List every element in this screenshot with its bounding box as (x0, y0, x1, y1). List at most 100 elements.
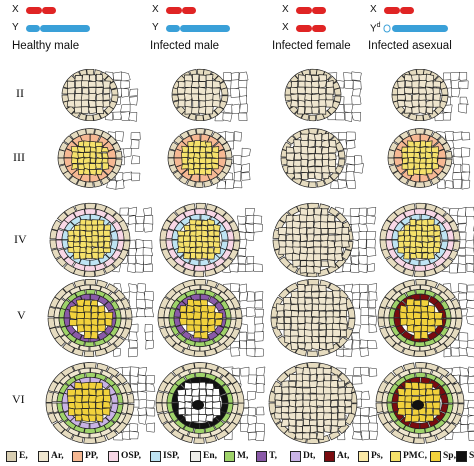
tapetum-cell (97, 295, 109, 306)
connective-cell (351, 88, 361, 98)
chromosome-label: Yd (370, 22, 381, 35)
connective-cell (120, 103, 131, 113)
connective-cell (121, 366, 131, 377)
sporogenous-cell (425, 151, 433, 159)
archesporial-cell (290, 335, 300, 344)
pmc-cell (432, 394, 442, 402)
archesporial-cell (318, 105, 327, 115)
archesporial-cell (302, 379, 311, 388)
archesporial-cell (310, 425, 318, 434)
archesporial-cell (307, 146, 316, 154)
archesporial-cell (318, 336, 327, 344)
connective-cell (238, 112, 248, 122)
sporogenous-cell (397, 229, 406, 237)
pmc-cell (397, 388, 406, 397)
archesporial-cell (330, 425, 339, 434)
anther-section (159, 202, 263, 278)
archesporial-cell (325, 79, 334, 88)
archesporial-cell (291, 226, 301, 235)
archesporial-cell (332, 336, 341, 344)
archesporial-cell (432, 80, 441, 88)
pmc-cell (89, 299, 99, 307)
anther-section (284, 68, 362, 122)
sporogenous-cell (415, 252, 423, 260)
archesporial-cell (87, 80, 97, 88)
connective-cell (247, 391, 257, 401)
pmc-cell (87, 395, 97, 404)
pmc-cell (412, 305, 422, 313)
epidermis-cell (83, 270, 96, 278)
pmc-cell (90, 330, 99, 340)
pmc-cell (404, 408, 413, 416)
archesporial-cell (294, 399, 304, 408)
archesporial-cell (330, 386, 339, 395)
anther-section (45, 362, 156, 444)
legend-label: OSP, (121, 451, 141, 461)
archesporial-cell (277, 234, 287, 242)
connective-cell (458, 80, 469, 90)
connective-cell (143, 207, 152, 216)
archesporial-cell (321, 139, 331, 149)
archesporial-cell (330, 400, 338, 407)
archesporial-cell (300, 246, 309, 255)
connective-cell (145, 375, 156, 385)
connective-cell (452, 179, 462, 190)
connective-cell (365, 214, 376, 225)
pmc-cell (420, 318, 429, 326)
osp-cell (193, 265, 207, 272)
sporogenous-cell (193, 168, 200, 175)
legend-swatch (358, 450, 369, 462)
archesporial-cell (334, 246, 343, 255)
connective-cell (146, 382, 156, 392)
archesporial-cell (309, 412, 317, 421)
connective-cell (465, 206, 474, 217)
archesporial-cell (411, 93, 420, 101)
epidermis-cell (444, 150, 453, 159)
legend-item-dt: Dt, (290, 449, 315, 463)
pmc-cell (95, 401, 103, 410)
epidermis-cell (415, 279, 427, 286)
connective-cell (457, 215, 467, 224)
pmc-cell (80, 413, 90, 423)
archesporial-cell (313, 259, 322, 268)
pmc-cell (211, 407, 221, 416)
sporogenous-cell (432, 162, 439, 170)
stage-label-vi: VI (12, 392, 25, 406)
stage-label-v: V (17, 308, 26, 322)
pmc-cell (186, 324, 195, 332)
connective-cell (366, 247, 377, 257)
connective-cell (222, 72, 232, 81)
archesporial-cell (74, 93, 83, 101)
epidermis-cell (413, 350, 426, 357)
connective-cell (461, 147, 471, 158)
archesporial-cell (301, 172, 309, 180)
archesporial-cell (403, 87, 413, 94)
archesporial-cell (293, 139, 302, 148)
archesporial-cell (283, 316, 292, 325)
connective-cell (360, 390, 370, 400)
epidermis-cell (114, 150, 123, 159)
legend-label: Dt, (303, 451, 316, 461)
legend-item-e: E, (6, 449, 28, 463)
archesporial-cell (296, 342, 306, 349)
epidermis-cell (415, 362, 427, 369)
archesporial-cell (405, 80, 413, 88)
sporogenous-cell (427, 235, 434, 243)
cell-type-legend: E, Ar, PP, OSP, ISP, En, M, T, Dt, At, Ps, PMC, Sp, S… (4, 447, 474, 464)
archesporial-cell (322, 172, 331, 179)
connective-cell (129, 423, 139, 432)
connective-cell (246, 307, 256, 318)
connective-cell (345, 171, 355, 182)
epidermis-cell (309, 68, 318, 76)
chromosome-label: X (152, 4, 159, 15)
connective-cell (230, 88, 240, 98)
archesporial-cell (321, 165, 330, 174)
archesporial-cell (293, 159, 303, 168)
archesporial-cell (327, 239, 335, 249)
epidermis-cell (328, 206, 340, 217)
archesporial-cell (396, 87, 406, 95)
legend-item-ps: Ps, (358, 449, 383, 463)
archesporial-cell (178, 80, 186, 89)
connective-cell (336, 348, 346, 357)
epidermis-cell (337, 372, 351, 385)
